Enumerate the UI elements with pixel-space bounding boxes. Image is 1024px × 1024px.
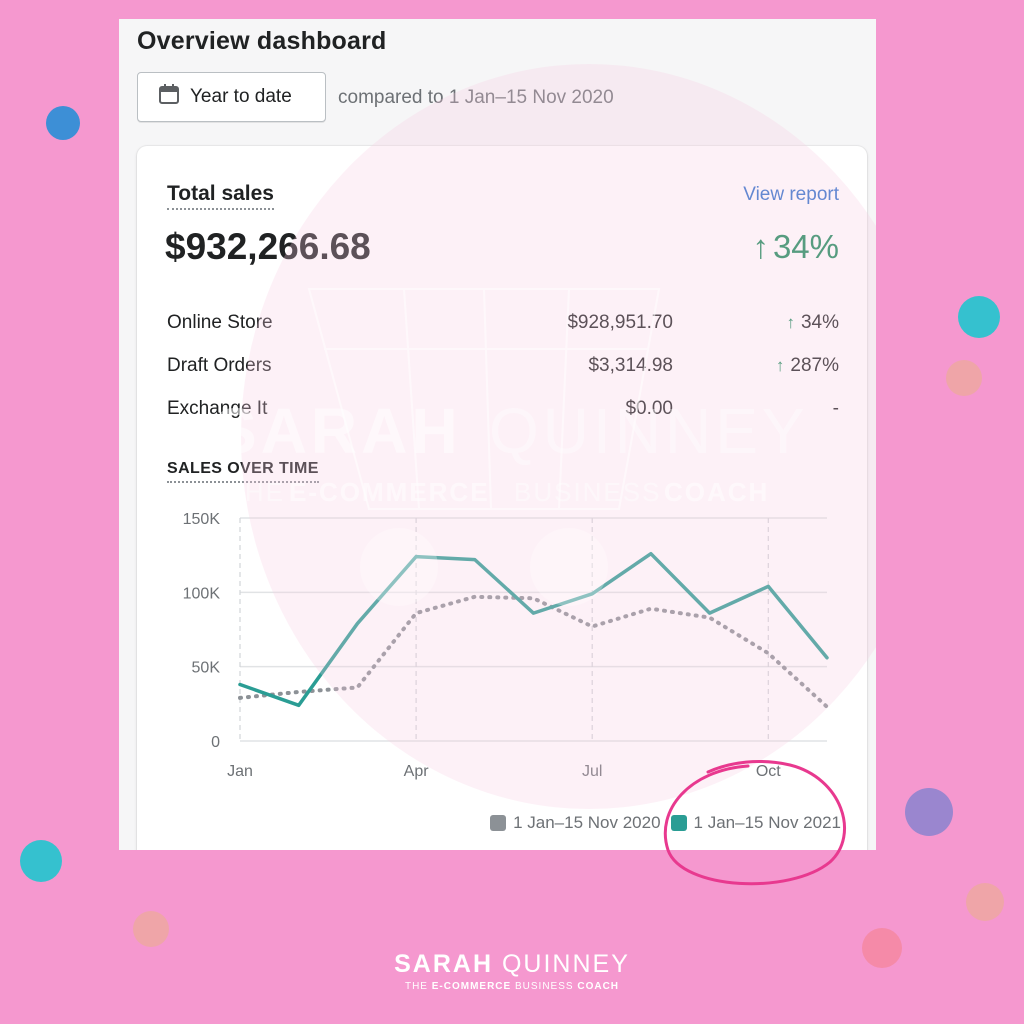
dashboard-screenshot: Overview dashboard Year to date compared…: [119, 19, 876, 850]
total-sales-title[interactable]: Total sales: [167, 182, 274, 210]
breakdown-channel-name: Exchange It: [167, 398, 268, 419]
calendar-icon: [158, 83, 180, 111]
cart-bubble-icon: [133, 911, 169, 947]
series-line-2021: [238, 551, 829, 708]
brand-name-bold: SARAH: [394, 950, 494, 978]
breakdown-channel-change: -: [833, 398, 839, 420]
comparison-period-text: compared to 1 Jan–15 Nov 2020: [338, 87, 614, 108]
total-change-value: 34%: [772, 228, 839, 265]
sales-over-time-heading[interactable]: SALES OVER TIME: [167, 460, 319, 483]
change-value: -: [832, 398, 839, 419]
x-tick-label: Jan: [227, 763, 253, 780]
y-tick-label: 0: [211, 734, 220, 751]
x-tick-label: Oct: [756, 763, 781, 780]
legend-label: 1 Jan–15 Nov 2020: [513, 813, 661, 832]
brand-tagline-the: THE: [404, 981, 428, 992]
cart-bubble-icon: [958, 296, 1000, 338]
brand-tagline-business: BUSINESS: [514, 981, 574, 992]
brand-name-light: QUINNEY: [501, 950, 630, 978]
cart-bubble-icon: [46, 106, 80, 140]
date-range-label: Year to date: [190, 86, 292, 107]
arrow-up-icon: ↑: [775, 356, 785, 375]
change-value: 34%: [800, 312, 839, 333]
cart-bubble-icon: [905, 788, 953, 836]
brand-logo: SARAH QUINNEY THE E-COMMERCE BUSINESS CO…: [0, 950, 1024, 992]
total-sales-value: $932,266.68: [165, 226, 371, 267]
legend-item[interactable]: 1 Jan–15 Nov 2020: [490, 813, 661, 833]
y-tick-label: 50K: [192, 660, 221, 677]
cart-bubble-icon: [862, 928, 902, 968]
view-report-link[interactable]: View report: [743, 184, 839, 205]
legend-swatch: [490, 815, 507, 831]
brand-tagline-ecommerce: E-COMMERCE: [431, 981, 512, 992]
brand-tagline-coach: COACH: [577, 981, 620, 992]
legend-label: 1 Jan–15 Nov 2021: [693, 813, 841, 832]
legend-swatch: [670, 815, 687, 831]
y-tick-label: 100K: [183, 585, 221, 602]
cart-bubble-icon: [946, 360, 982, 396]
breakdown-channel-change: ↑ 287%: [776, 355, 839, 377]
x-tick-label: Jul: [582, 763, 602, 780]
cart-bubble-icon: [966, 883, 1004, 921]
y-tick-label: 150K: [183, 511, 221, 528]
date-range-button[interactable]: Year to date: [137, 72, 326, 122]
breakdown-channel-name: Draft Orders: [167, 355, 272, 376]
series-line-2020: [238, 594, 829, 709]
arrow-up-icon: ↑: [752, 228, 769, 265]
sales-over-time-chart: 0 50K 100K 150K Jan Apr Jul Oct: [183, 511, 829, 780]
total-sales-card: Total sales View report $932,266.68 ↑ 34…: [137, 146, 867, 850]
breakdown-channel-name: Online Store: [167, 312, 273, 333]
cart-bubble-icon: [20, 840, 62, 882]
chart-legend: 1 Jan–15 Nov 2020 1 Jan–15 Nov 2021: [490, 813, 841, 833]
breakdown-channel-change: ↑ 34%: [786, 312, 839, 334]
change-value: 287%: [790, 355, 839, 376]
x-tick-label: Apr: [404, 763, 430, 780]
page-title: Overview dashboard: [137, 27, 387, 55]
total-sales-change: ↑ 34%: [752, 228, 839, 266]
brand-tagline: THE E-COMMERCE BUSINESS COACH: [0, 981, 1024, 992]
brand-name: SARAH QUINNEY: [0, 950, 1024, 979]
legend-item[interactable]: 1 Jan–15 Nov 2021: [670, 813, 841, 833]
arrow-up-icon: ↑: [786, 313, 795, 332]
